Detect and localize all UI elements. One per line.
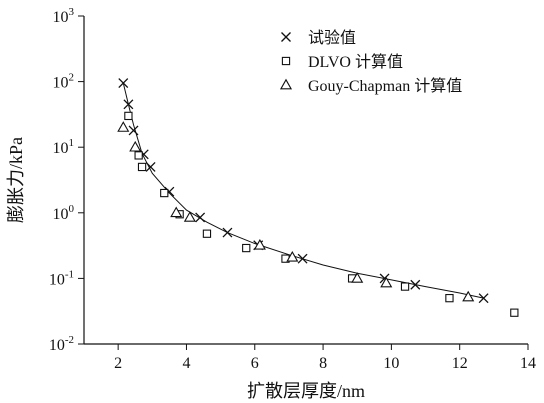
gouy-chapman-point xyxy=(170,206,183,218)
gouy-chapman-point xyxy=(253,238,266,250)
experimental-point xyxy=(297,253,308,264)
gouy-chapman-point xyxy=(286,250,299,262)
dlvo-point xyxy=(445,293,454,303)
experimental-point xyxy=(145,161,156,172)
legend-label: 试验值 xyxy=(308,29,356,47)
experimental-point xyxy=(478,293,489,304)
dlvo-point xyxy=(124,111,133,121)
y-axis-label: 膨胀力/kPa xyxy=(6,137,26,223)
legend-marker-x xyxy=(281,32,291,42)
x-tick-label: 12 xyxy=(452,355,468,372)
y-tick-label: 103 xyxy=(53,6,75,26)
x-tick-label: 14 xyxy=(520,355,536,372)
y-tick-label: 102 xyxy=(53,72,75,92)
gouy-chapman-point xyxy=(462,290,475,302)
x-tick-label: 4 xyxy=(182,355,190,372)
dlvo-point xyxy=(202,229,212,238)
experimental-point xyxy=(128,125,139,136)
x-axis-label: 扩散层厚度/nm xyxy=(247,381,365,401)
gouy-chapman-point xyxy=(129,140,142,152)
dlvo-point xyxy=(400,282,410,291)
axes-group: 2 4 6 8 10 12 14 10-2 10-1 100 101 102 103 扩散层厚度/nm 膨胀… xyxy=(6,6,536,401)
dlvo-point xyxy=(242,243,251,253)
fit-curve-group xyxy=(122,82,484,299)
experimental-point xyxy=(410,279,421,290)
dlvo-point xyxy=(134,151,143,160)
fit-curve xyxy=(122,82,484,299)
experimental-point xyxy=(118,78,129,89)
legend-marker-triangle xyxy=(279,78,293,90)
y-tick-label: 10-2 xyxy=(49,334,74,354)
experimental-point xyxy=(195,212,206,223)
legend: 试验值 DLVO 计算值 Gouy-Chapman 计算值 xyxy=(279,29,462,95)
y-tick-label: 10-1 xyxy=(49,268,74,288)
gouy-chapman-point xyxy=(183,211,196,222)
legend-label: Gouy-Chapman 计算值 xyxy=(308,76,462,95)
gouy-chapman-point xyxy=(117,121,130,132)
gouy-chapman-point xyxy=(351,272,364,283)
x-tick-label: 10 xyxy=(383,355,399,372)
legend-marker-square xyxy=(281,56,291,66)
legend-label: DLVO 计算值 xyxy=(308,52,403,71)
gouy-chapman-point xyxy=(380,276,393,288)
x-tick-label: 2 xyxy=(114,355,122,372)
x-tick-label: 8 xyxy=(319,355,327,372)
experimental-point xyxy=(222,227,233,238)
y-tick-label: 101 xyxy=(53,137,75,157)
x-tick-label: 6 xyxy=(251,355,259,372)
y-tick-label: 100 xyxy=(53,203,75,223)
dlvo-point xyxy=(160,188,169,198)
experimental-point xyxy=(123,99,134,110)
dlvo-point xyxy=(137,162,147,172)
dlvo-point xyxy=(510,308,519,317)
series-group xyxy=(117,78,519,317)
